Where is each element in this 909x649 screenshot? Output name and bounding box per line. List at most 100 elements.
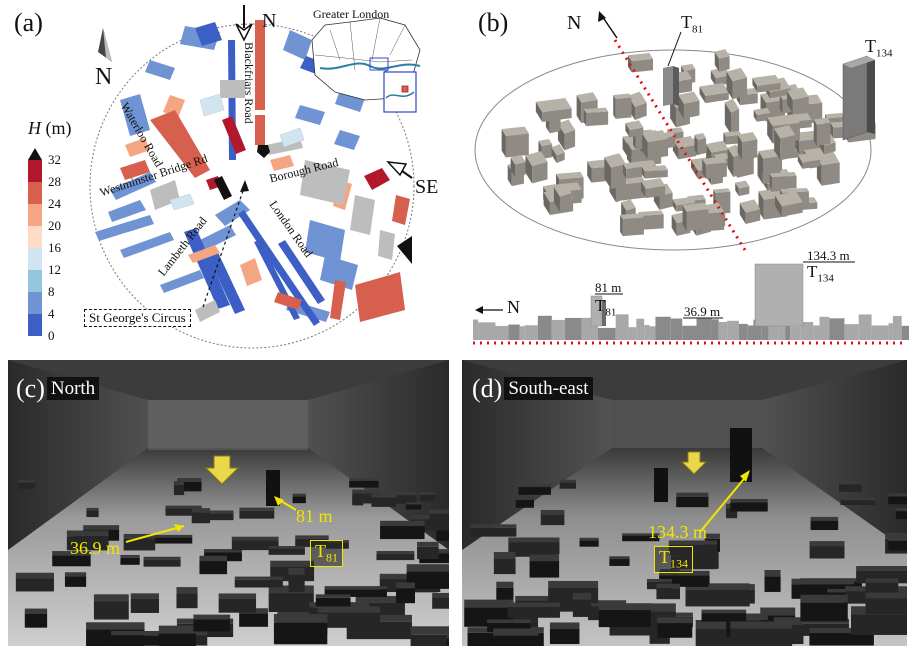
profile-block [644, 325, 650, 340]
model-block [130, 598, 159, 613]
model-block [809, 546, 845, 559]
wind-tunnel-north-image [8, 360, 449, 646]
profile-t134-label: T134 [807, 262, 834, 284]
model-block-top [840, 498, 876, 501]
model-block-top [376, 551, 415, 554]
model-block [405, 504, 422, 510]
model-block [470, 527, 517, 537]
model-block [142, 537, 193, 544]
model-block [598, 610, 653, 628]
model-block-top [464, 599, 514, 608]
model-block-front [763, 155, 783, 174]
model-block [816, 154, 840, 166]
model-block [487, 623, 531, 633]
profile-t134-height: 134.3 m [807, 248, 850, 263]
model-block-top [186, 631, 208, 636]
profile-t81-label: T81 [595, 296, 616, 318]
model-block-top [406, 564, 449, 572]
panel-d-tag: (d) South-east [472, 374, 593, 404]
profile-t81-main: T [595, 296, 606, 315]
model-block [641, 165, 668, 172]
model-block-front [715, 75, 730, 87]
profile-block [551, 319, 566, 340]
model-block [234, 579, 283, 588]
model-block-side [723, 132, 726, 145]
model-block-top [15, 572, 54, 579]
model-block-top [598, 603, 653, 611]
model-block-side [726, 71, 733, 100]
model-block [659, 575, 710, 587]
profile-block [696, 318, 712, 340]
panel-b-north: N [567, 12, 582, 34]
model-block-side [525, 155, 533, 184]
model-block-front [542, 108, 572, 122]
model-block-side [758, 151, 764, 174]
model-block-side [737, 134, 743, 161]
model-block-side [604, 157, 611, 190]
profile-block [524, 325, 538, 340]
model-block [376, 553, 415, 561]
model-block [507, 606, 560, 618]
colorbar-tick: 8 [48, 284, 55, 299]
model-block-side [543, 192, 550, 216]
model-block [559, 482, 576, 489]
model-block [682, 202, 709, 212]
model-block [800, 602, 848, 622]
model-block-top [405, 502, 422, 505]
model-block [177, 481, 202, 492]
model-block [218, 598, 257, 613]
model-block-front [631, 58, 654, 73]
model-block [865, 598, 907, 615]
profile-block [718, 321, 728, 340]
colorbar-swatch [28, 248, 42, 270]
model-block-top [143, 556, 181, 560]
profile-block [473, 319, 479, 340]
model-block-top [659, 570, 710, 576]
model-block-top [809, 541, 845, 547]
model-block-side [830, 122, 834, 139]
profile-t81-height: 81 m [595, 280, 622, 295]
model-block [324, 589, 387, 597]
model-block [583, 107, 609, 114]
model-block-top [371, 493, 397, 498]
model-block [706, 140, 729, 153]
model-block-top [315, 594, 351, 598]
model-block-side [625, 123, 630, 138]
model-block [515, 499, 534, 508]
model-block [508, 542, 560, 555]
colorbar-swatch [28, 160, 42, 182]
model-block [419, 494, 436, 502]
model-block-front [757, 82, 781, 93]
model-block-top [349, 478, 379, 481]
model-block [239, 613, 268, 627]
profile-block [519, 326, 525, 340]
t134-label-main: T [865, 36, 876, 56]
model-block [24, 614, 48, 628]
model-block-top [191, 508, 211, 513]
model-block-side [553, 187, 560, 212]
model-block-side [752, 77, 758, 93]
model-block [723, 131, 742, 137]
model-block-front [731, 108, 740, 135]
model-block [627, 52, 654, 62]
model-block [273, 622, 328, 645]
model-block-top [548, 580, 599, 588]
profile-block [800, 321, 814, 340]
panel-a: (a) [0, 0, 450, 352]
model-block-top [380, 520, 425, 527]
model-block-top [708, 584, 755, 590]
model-block-top [487, 619, 531, 624]
model-block [625, 120, 644, 131]
model-block-side [678, 94, 684, 119]
model-block [767, 114, 800, 127]
colorbar-swatch [28, 292, 42, 314]
model-block [493, 635, 539, 646]
model-block-top [726, 613, 768, 621]
model-block-front [645, 185, 666, 199]
model-block-front [821, 162, 840, 186]
model-block [737, 132, 758, 143]
panel-b-t134-label: T134 [865, 36, 893, 60]
model-block-top [268, 546, 305, 549]
profile-t134-sub: 134 [817, 272, 834, 285]
model-block-top [419, 492, 436, 495]
